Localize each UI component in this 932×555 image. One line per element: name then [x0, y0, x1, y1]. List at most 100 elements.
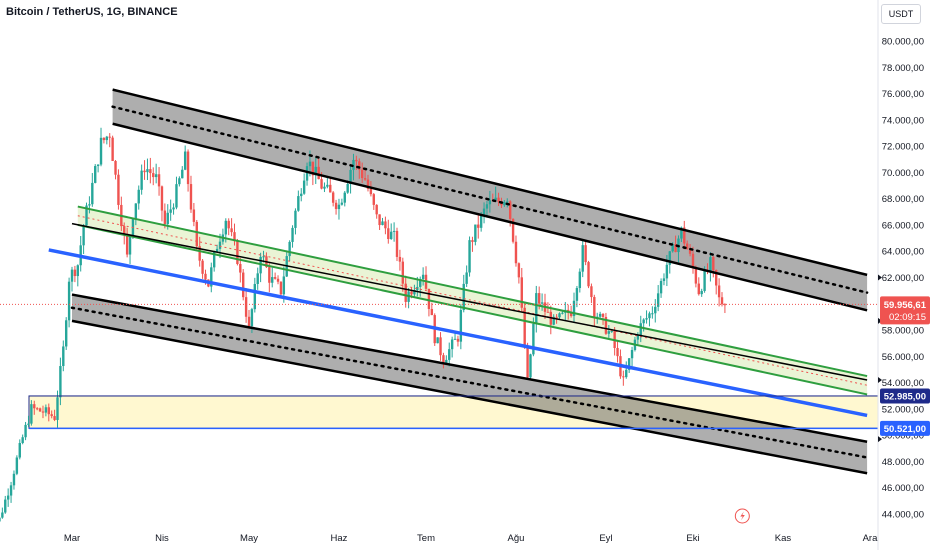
candle-body [117, 174, 120, 205]
candle-body [445, 359, 448, 364]
candle-body [218, 241, 222, 249]
candle-body [642, 319, 645, 324]
candle-body [485, 204, 489, 209]
candle-body [134, 203, 138, 219]
candle-body [430, 308, 434, 316]
candle-body [488, 200, 492, 205]
trendline-black[interactable] [71, 222, 868, 381]
candle-body [6, 495, 10, 500]
candle-body [569, 312, 573, 317]
candle-body [268, 267, 271, 283]
candle-body [436, 337, 439, 344]
x-tick-label: Ara [863, 533, 879, 544]
candle-body [540, 302, 544, 304]
candle-body [224, 220, 227, 235]
candle-body [105, 136, 109, 141]
candle-body [64, 320, 68, 347]
candle-body [271, 277, 274, 283]
candle-body [511, 218, 515, 242]
candle-body [439, 337, 442, 356]
candle-body [21, 437, 24, 444]
candle-body [70, 269, 74, 282]
candle-body [276, 278, 280, 282]
candle-body [152, 173, 155, 178]
green-channel-top-line[interactable] [77, 205, 868, 378]
candle-body [247, 316, 251, 327]
x-tick-label: Eyl [599, 533, 612, 544]
candle-body [189, 184, 193, 210]
candle-body [73, 269, 77, 277]
lower-channel-bottom-line[interactable] [71, 319, 868, 475]
candle-body [198, 246, 201, 261]
candle-body [146, 169, 149, 173]
candle-body [175, 184, 178, 208]
candle-body [215, 248, 219, 252]
candle-body [506, 201, 509, 203]
candle-body [239, 264, 242, 273]
candle-body [352, 159, 355, 170]
candle-body [236, 241, 239, 265]
candle-body [59, 366, 62, 398]
candle-body [627, 358, 631, 370]
candle-body [143, 170, 146, 173]
candle-body [561, 312, 564, 314]
zone-top-price-label-box [880, 388, 930, 404]
candle-body [76, 265, 80, 277]
candle-body [67, 281, 71, 321]
candle-body [610, 330, 613, 332]
candle-body [242, 272, 245, 298]
candle-body [12, 473, 16, 486]
candle-body [482, 208, 486, 215]
candle-body [622, 376, 625, 378]
candle-body [323, 186, 326, 189]
y-tick-label: 78.000,00 [882, 63, 924, 74]
lower-channel-top-line[interactable] [71, 293, 868, 443]
upper-channel-bottom-line[interactable] [112, 122, 868, 312]
candle-body [700, 290, 703, 295]
green-channel-bottom-line[interactable] [77, 223, 868, 396]
candle-body [288, 241, 291, 257]
candle-body [717, 285, 721, 298]
candle-body [680, 227, 683, 239]
candle-body [201, 260, 204, 274]
candle-body [331, 192, 335, 203]
candle-body [114, 161, 117, 175]
candle-body [712, 257, 715, 271]
candle-body [91, 182, 94, 205]
candle-body [474, 224, 477, 242]
candle-body [35, 408, 39, 410]
candle-body [723, 304, 727, 306]
candle-body [41, 411, 45, 413]
candle-body [366, 179, 370, 189]
trendline-blue[interactable] [48, 248, 868, 418]
candle-body [94, 166, 97, 183]
candle-body [15, 457, 19, 474]
candle-body [508, 201, 512, 219]
candle-body [688, 249, 692, 254]
candle-body [694, 268, 698, 284]
candle-body [390, 231, 393, 240]
candle-body [497, 197, 500, 202]
candle-body [593, 297, 596, 318]
candle-body [709, 257, 712, 272]
currency-button[interactable]: USDT [881, 4, 921, 24]
y-tick-label: 46.000,00 [882, 483, 924, 494]
candle-body [555, 316, 558, 318]
upper-channel-top-line[interactable] [112, 88, 868, 277]
candle-body [546, 311, 550, 313]
candle-body [349, 169, 352, 185]
y-tick-label: 64.000,00 [882, 247, 924, 258]
candle-body [305, 166, 309, 181]
y-tick-label: 68.000,00 [882, 194, 924, 205]
lower-channel-midline[interactable] [70, 306, 869, 459]
candle-body [346, 184, 349, 193]
candle-body [329, 184, 332, 193]
y-tick-label: 76.000,00 [882, 89, 924, 100]
candle-body [715, 270, 718, 286]
price-marker-icon [878, 274, 882, 281]
candle-body [584, 245, 587, 263]
candle-body [186, 151, 190, 185]
candle-body [192, 209, 196, 222]
